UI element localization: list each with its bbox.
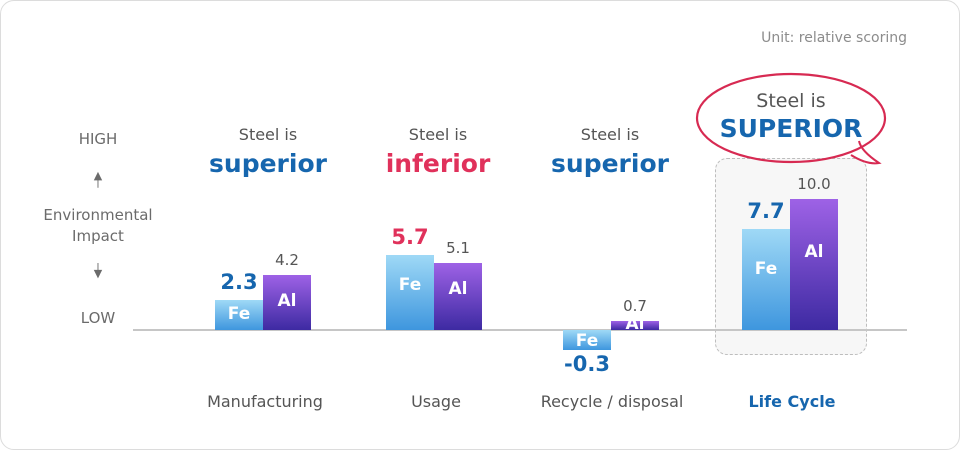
bar-value-label: 7.7 [747, 199, 785, 224]
verdict-word: inferior [385, 149, 491, 178]
unit-label: Unit: relative scoring [761, 30, 907, 46]
bar-series-label: Fe [754, 259, 778, 280]
bar-series-label: Al [277, 291, 297, 312]
bar-al-manufacturing [263, 274, 311, 330]
y-axis-title-line2: Impact [72, 227, 124, 245]
bar-series-label: Al [448, 279, 468, 300]
verdict-life-cycle: Steel is SUPERIOR [711, 90, 871, 144]
arrow-up-icon: ▲ | [93, 169, 103, 188]
bar-series-label: Fe [398, 274, 422, 295]
bar-al-life-cycle [790, 199, 838, 330]
bar-value-label: 4.2 [275, 250, 299, 269]
category-label-recycle: Recycle / disposal [540, 392, 684, 411]
bar-fe-manufacturing [215, 299, 263, 330]
y-axis-title-line1: Environmental [43, 206, 153, 224]
bar-series-label: Al [625, 314, 645, 335]
bar-value-label: 5.7 [391, 225, 429, 250]
bar-series-label: Fe [575, 331, 599, 351]
bar-value-label: 5.1 [446, 239, 470, 258]
verdict-prefix: Steel is [408, 125, 468, 144]
bar-fe-life-cycle [742, 229, 790, 330]
category-label-manufacturing: Manufacturing [207, 392, 323, 411]
category-label-usage: Usage [411, 392, 461, 411]
bar-fe-usage [386, 255, 434, 330]
bar-value-label: 0.7 [623, 296, 647, 315]
arrow-down-icon: | ▼ [93, 261, 103, 280]
verdict-word: SUPERIOR [719, 114, 863, 143]
x-axis-baseline [133, 329, 907, 331]
verdict-prefix: Steel is [580, 125, 640, 144]
verdict-manufacturing: Steel is superior [188, 125, 348, 180]
verdict-recycle: Steel is superior [530, 125, 690, 180]
bar-al-recycle-disposal [611, 320, 659, 330]
bar-series-label: Fe [227, 303, 251, 324]
bar-value-label: 2.3 [220, 269, 258, 294]
bar-fe-recycle-disposal [563, 330, 611, 350]
y-axis-low-label: LOW [80, 309, 116, 327]
bar-series-label: Al [804, 242, 824, 263]
verdict-word: superior [551, 149, 669, 178]
y-axis-high-label: HIGH [78, 130, 118, 148]
bar-value-label: -0.3 [564, 352, 610, 376]
verdict-word: superior [209, 149, 327, 178]
verdict-usage: Steel is inferior [358, 125, 518, 180]
bar-al-usage [434, 263, 482, 330]
verdict-prefix: Steel is [756, 90, 826, 112]
bar-value-label: 10.0 [797, 175, 831, 193]
verdict-prefix: Steel is [238, 125, 298, 144]
category-label-life-cycle: Life Cycle [748, 392, 836, 411]
